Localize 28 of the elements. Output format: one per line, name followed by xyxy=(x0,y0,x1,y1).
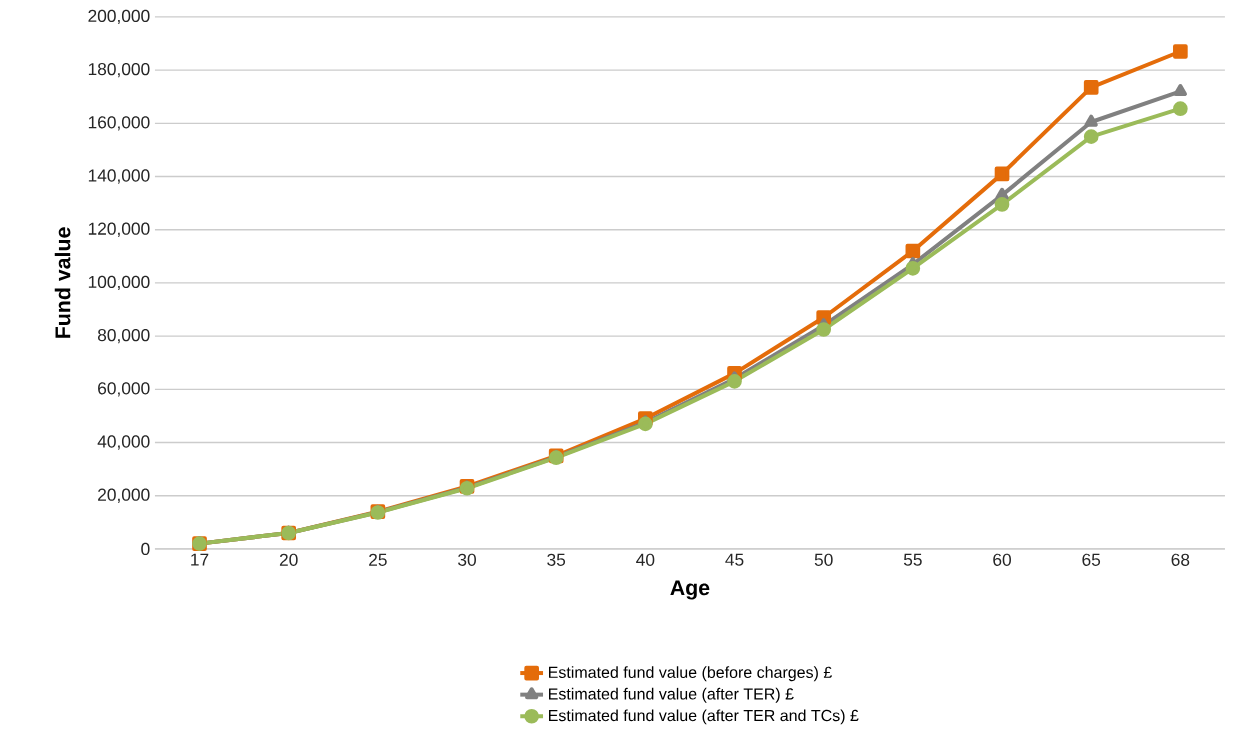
y-tick-label: 100,000 xyxy=(88,275,150,291)
x-tick-label: 65 xyxy=(1082,553,1101,566)
x-tick-label: 25 xyxy=(369,553,387,566)
x-tick-label: 17 xyxy=(191,553,209,566)
x-tick-label: 35 xyxy=(547,553,566,566)
legend-label: Estimated fund value (before charges) £ xyxy=(549,666,832,682)
y-axis-title: Fund value xyxy=(54,227,71,338)
x-axis-title: Age xyxy=(670,580,710,600)
x-tick-label: 40 xyxy=(636,553,655,566)
x-tick-label: 20 xyxy=(279,553,298,566)
x-tick-label: 68 xyxy=(1171,553,1190,566)
y-tick-label: 0 xyxy=(141,542,150,556)
y-tick-label: 20,000 xyxy=(98,488,150,503)
x-tick-label: 30 xyxy=(458,553,476,566)
x-tick-label: 60 xyxy=(993,553,1011,566)
legend-label: Estimated fund value (after TER and TCs) £ xyxy=(549,709,859,725)
legend-label: Estimated fund value (after TER) £ xyxy=(549,687,794,703)
x-tick-label: 50 xyxy=(814,553,833,566)
y-tick-label: 120,000 xyxy=(88,222,150,237)
y-tick-label: 160,000 xyxy=(88,116,150,131)
y-tick-label: 180,000 xyxy=(88,62,150,78)
x-tick-label: 45 xyxy=(725,553,744,566)
y-tick-label: 200,000 xyxy=(88,9,150,25)
y-tick-label: 60,000 xyxy=(98,382,150,397)
x-tick-label: 55 xyxy=(903,553,922,566)
y-tick-label: 140,000 xyxy=(88,169,150,184)
y-tick-label: 80,000 xyxy=(97,328,150,344)
y-tick-label: 40,000 xyxy=(97,435,150,450)
